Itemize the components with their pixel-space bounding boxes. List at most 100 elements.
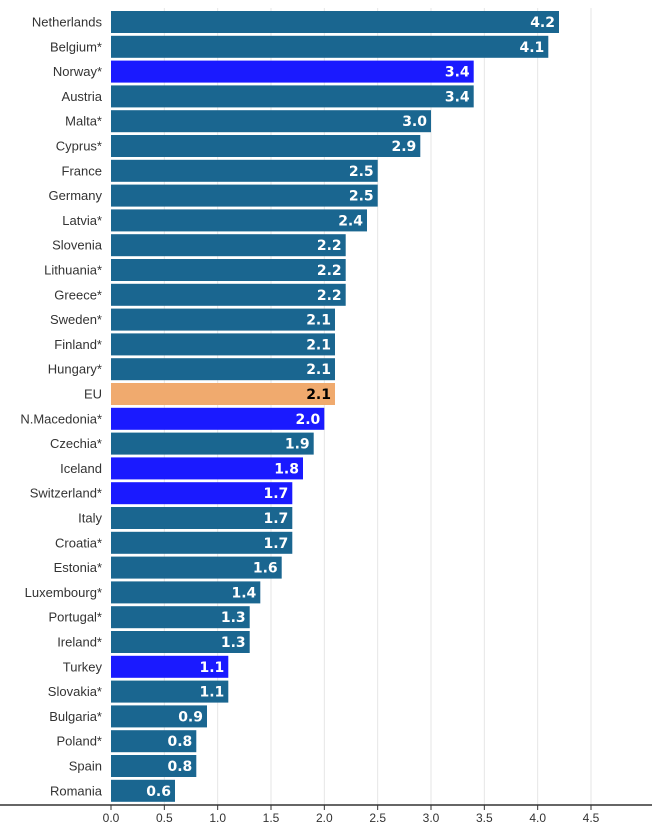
value-label: 2.1 [306, 337, 331, 353]
bar [111, 209, 367, 232]
category-label: Norway* [53, 64, 102, 79]
category-label: Netherlands [32, 15, 103, 30]
category-label: Slovakia* [48, 684, 102, 699]
value-label: 3.4 [445, 89, 470, 105]
bar [111, 755, 197, 777]
value-labels: 4.2 4.1 3.4 3.4 3.0 2.9 2.5 2.5 2.4 2.2 2.2 2.2 2.1 2… [146, 15, 555, 800]
bar [111, 60, 474, 83]
bar [111, 581, 261, 604]
bar [111, 432, 314, 455]
value-label: 1.7 [263, 486, 288, 502]
value-label: 1.3 [221, 635, 246, 651]
x-axis-ticks: 0.0 0.5 1.0 1.5 2.0 2.5 3.0 3.5 4.0 4.5 [103, 805, 600, 825]
category-labels: Netherlands Belgium* Norway* Austria Malta* C… [20, 15, 102, 799]
category-label: Bulgaria* [49, 709, 102, 724]
bar [111, 556, 282, 579]
value-label: 2.2 [317, 288, 342, 304]
category-label: France [62, 163, 102, 178]
x-tick-label: 1.5 [263, 811, 280, 825]
category-label: Spain [69, 759, 102, 774]
value-label: 2.1 [306, 387, 331, 403]
bar [111, 457, 303, 480]
category-label: Sweden* [50, 312, 102, 327]
category-label: Latvia* [62, 213, 102, 228]
category-label: Belgium* [50, 39, 102, 54]
category-label: Portugal* [49, 610, 102, 625]
x-tick-label: 4.0 [529, 811, 546, 825]
category-label: Romania [50, 783, 103, 798]
category-label: Cyprus* [56, 139, 102, 154]
x-tick-label: 0.0 [103, 811, 120, 825]
value-label: 1.1 [199, 685, 224, 701]
bar [111, 308, 335, 331]
bar [111, 159, 378, 182]
value-label: 1.6 [253, 561, 278, 577]
value-label: 3.0 [402, 114, 427, 130]
x-tick-label: 3.0 [423, 811, 440, 825]
bar [111, 383, 335, 405]
value-label: 2.5 [349, 189, 374, 205]
value-label: 2.9 [391, 139, 416, 155]
category-label: Lithuania* [44, 263, 102, 278]
value-label: 0.9 [178, 709, 203, 725]
category-label: Finland* [54, 337, 102, 352]
bar [111, 110, 431, 133]
value-label: 2.2 [317, 263, 342, 279]
category-label: Switzerland* [30, 486, 102, 501]
value-label: 0.8 [167, 759, 192, 775]
x-tick-label: 3.5 [476, 811, 493, 825]
bar [111, 407, 325, 430]
bar [111, 333, 335, 356]
value-label: 2.2 [317, 238, 342, 254]
x-tick-label: 2.5 [369, 811, 386, 825]
category-label: Ireland* [57, 635, 102, 650]
bar [111, 234, 346, 257]
category-label: Greece* [54, 287, 102, 302]
bar [111, 705, 207, 728]
value-label: 2.0 [295, 412, 320, 428]
category-label: N.Macedonia* [20, 411, 102, 426]
value-label: 4.1 [519, 40, 544, 56]
category-label: Slovenia [52, 238, 103, 253]
bar [111, 184, 378, 207]
value-label: 2.5 [349, 164, 374, 180]
bar [111, 482, 293, 505]
bar [111, 85, 474, 108]
value-label: 1.8 [274, 461, 299, 477]
bar [111, 730, 197, 753]
value-label: 2.4 [338, 213, 363, 229]
bars [111, 11, 559, 802]
category-label: Germany [49, 188, 103, 203]
category-label: Iceland [60, 461, 102, 476]
category-label: Turkey [63, 659, 103, 674]
bar [111, 135, 421, 157]
category-label: Croatia* [55, 535, 102, 550]
bar [111, 283, 346, 306]
value-label: 1.7 [263, 536, 288, 552]
value-label: 0.8 [167, 734, 192, 750]
bar [111, 358, 335, 381]
category-label: EU [84, 387, 102, 402]
category-label: Poland* [56, 734, 102, 749]
value-label: 1.9 [285, 437, 310, 453]
value-label: 0.6 [146, 784, 171, 800]
value-label: 3.4 [445, 65, 470, 81]
category-label: Luxembourg* [25, 585, 102, 600]
bar [111, 259, 346, 281]
value-label: 2.1 [306, 362, 331, 378]
x-tick-label: 0.5 [156, 811, 173, 825]
bar [111, 631, 250, 653]
bar [111, 655, 229, 678]
category-label: Hungary* [48, 362, 102, 377]
category-label: Malta* [65, 114, 102, 129]
value-label: 4.2 [530, 15, 555, 31]
bar [111, 507, 293, 529]
bar [111, 531, 293, 554]
bar [111, 680, 229, 703]
category-label: Estonia* [54, 560, 102, 575]
category-label: Italy [78, 511, 102, 526]
bar [111, 35, 549, 58]
value-label: 1.1 [199, 660, 224, 676]
x-tick-label: 4.5 [583, 811, 600, 825]
